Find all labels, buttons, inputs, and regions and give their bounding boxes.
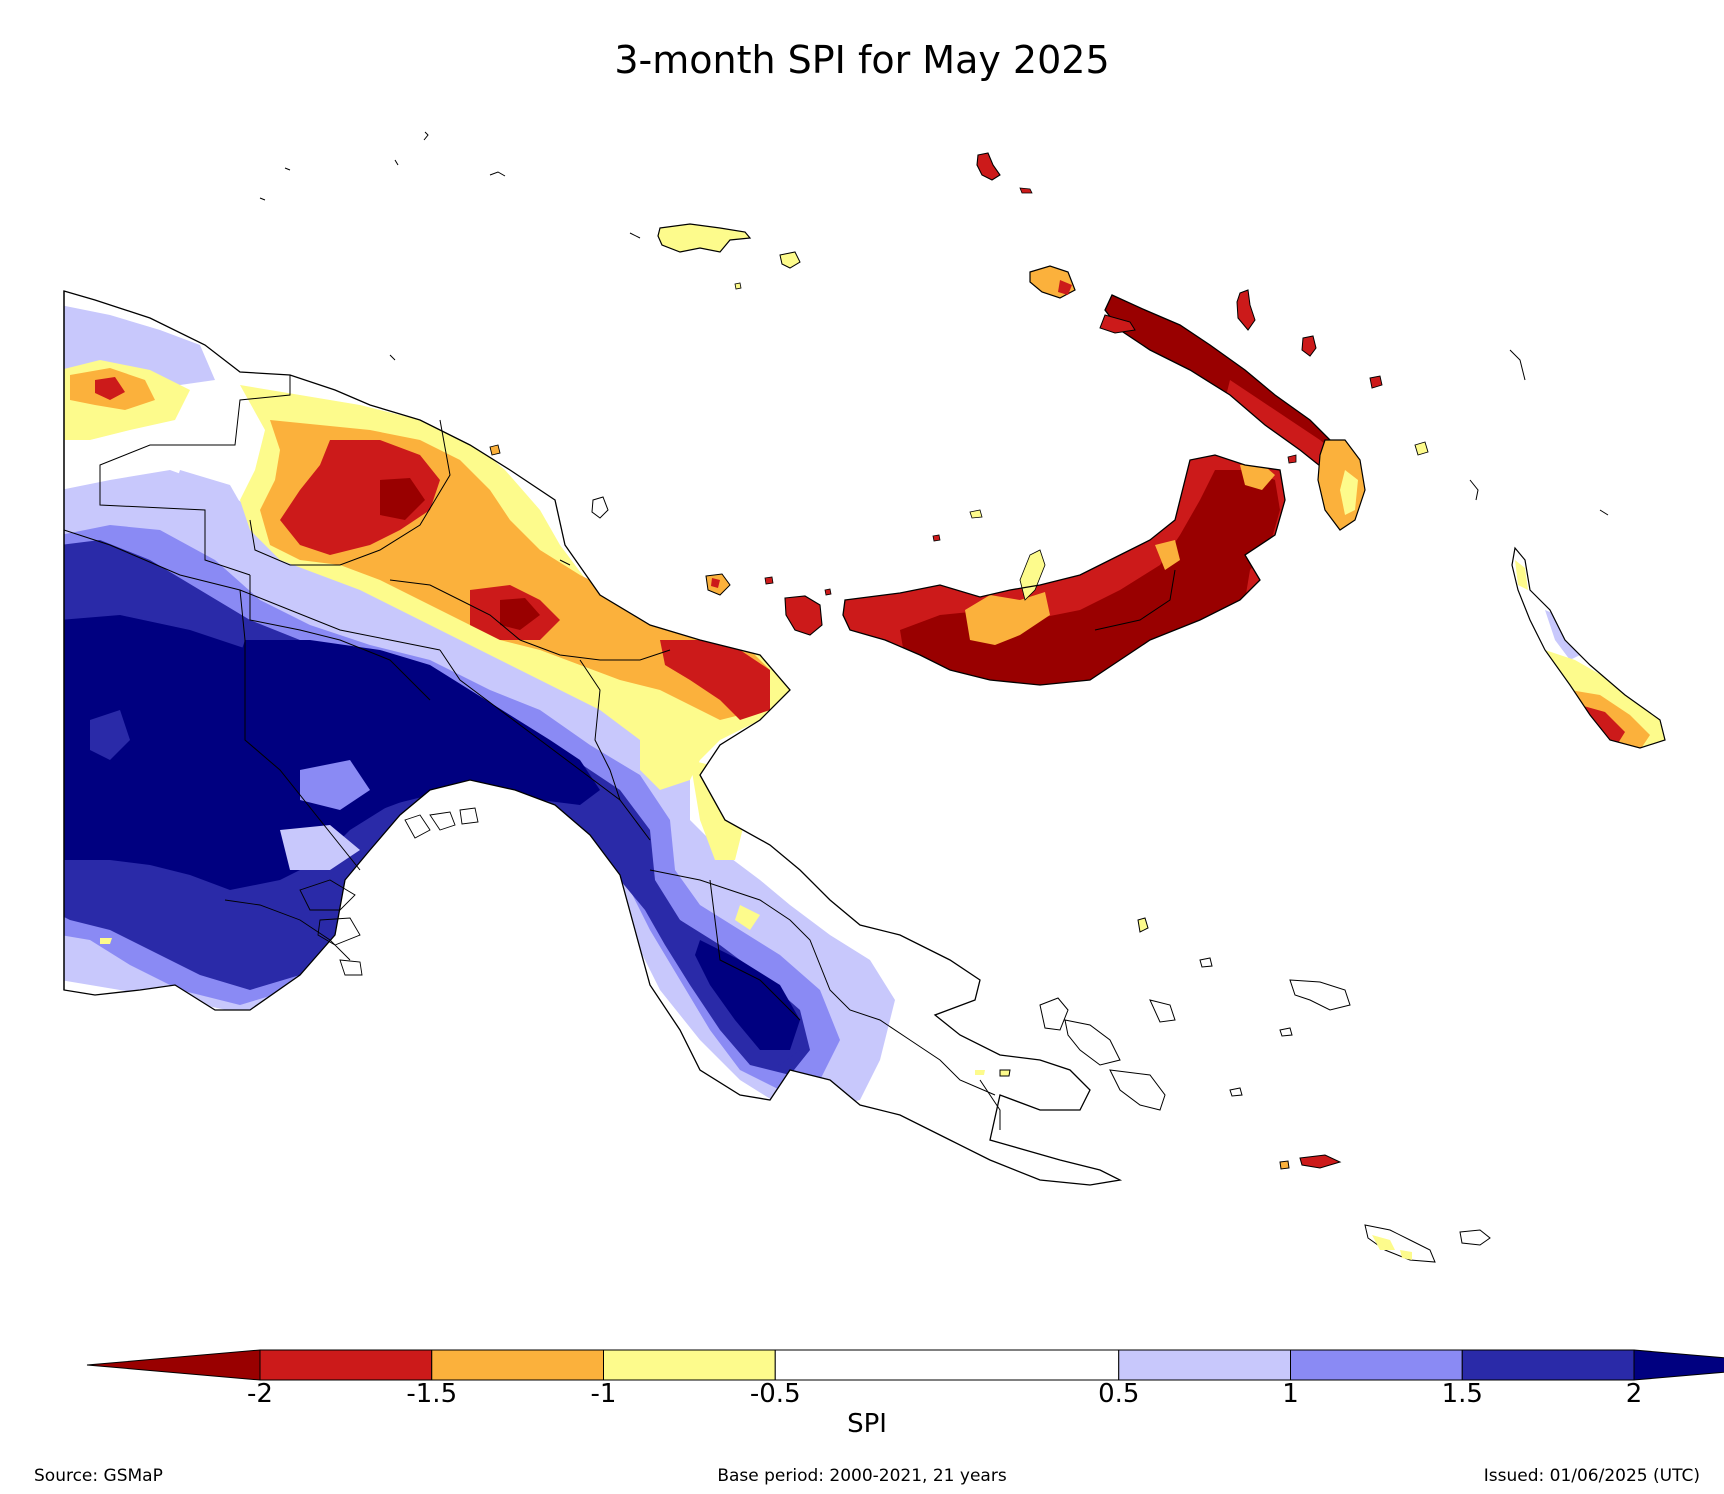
- mainland-png: [63, 290, 1123, 1186]
- base-period-note: Base period: 2000-2021, 21 years: [717, 1466, 1007, 1486]
- colorbar-under-triangle: [87, 1350, 260, 1380]
- northern-islands: [976, 152, 1429, 464]
- manus-island: [657, 223, 801, 290]
- southeast-islands: [1039, 957, 1491, 1246]
- colorbar-tick-label: -1: [591, 1379, 617, 1409]
- colorbar-tick-label: -2: [247, 1379, 273, 1409]
- colorbar-bin-6: [1461, 1349, 1635, 1381]
- colorbar-tick-label: 2: [1626, 1379, 1643, 1409]
- colorbar-bin-4: [1118, 1349, 1291, 1381]
- colorbar-over-triangle: [1633, 1349, 1724, 1381]
- bougainville-island: [1511, 546, 1666, 749]
- colorbar-bin-1: [431, 1349, 604, 1381]
- new-ireland-island: [1099, 294, 1366, 531]
- map-title: 3-month SPI for May 2025: [614, 38, 1110, 82]
- colorbar-bin-2: [603, 1349, 776, 1381]
- new-britain-island: [842, 454, 1286, 686]
- colorbar-tick-label: 1.5: [1442, 1379, 1483, 1409]
- issued-date-note: Issued: 01/06/2025 (UTC): [1483, 1466, 1700, 1486]
- colorbar-tick-label: -0.5: [750, 1379, 801, 1409]
- colorbar-tick-label: 0.5: [1098, 1379, 1139, 1409]
- bismarck-sea-islands: [489, 444, 983, 636]
- colorbar-tick-label: -1.5: [406, 1379, 457, 1409]
- colorbar-label: SPI: [847, 1409, 887, 1439]
- source-note: Source: GSMaP: [34, 1466, 163, 1486]
- spi-colorbar: -2 -1.5 -1 -0.5 0.5 1 1.5 2 SPI: [86, 1349, 1724, 1439]
- colorbar-tick-label: 1: [1282, 1379, 1299, 1409]
- colorbar-bin-5: [1290, 1349, 1463, 1381]
- atoll-specks: [259, 131, 1609, 566]
- colorbar-bin-0: [259, 1349, 433, 1381]
- southeast-islands-dry: [999, 917, 1436, 1263]
- colorbar-bin-3: [774, 1349, 1120, 1381]
